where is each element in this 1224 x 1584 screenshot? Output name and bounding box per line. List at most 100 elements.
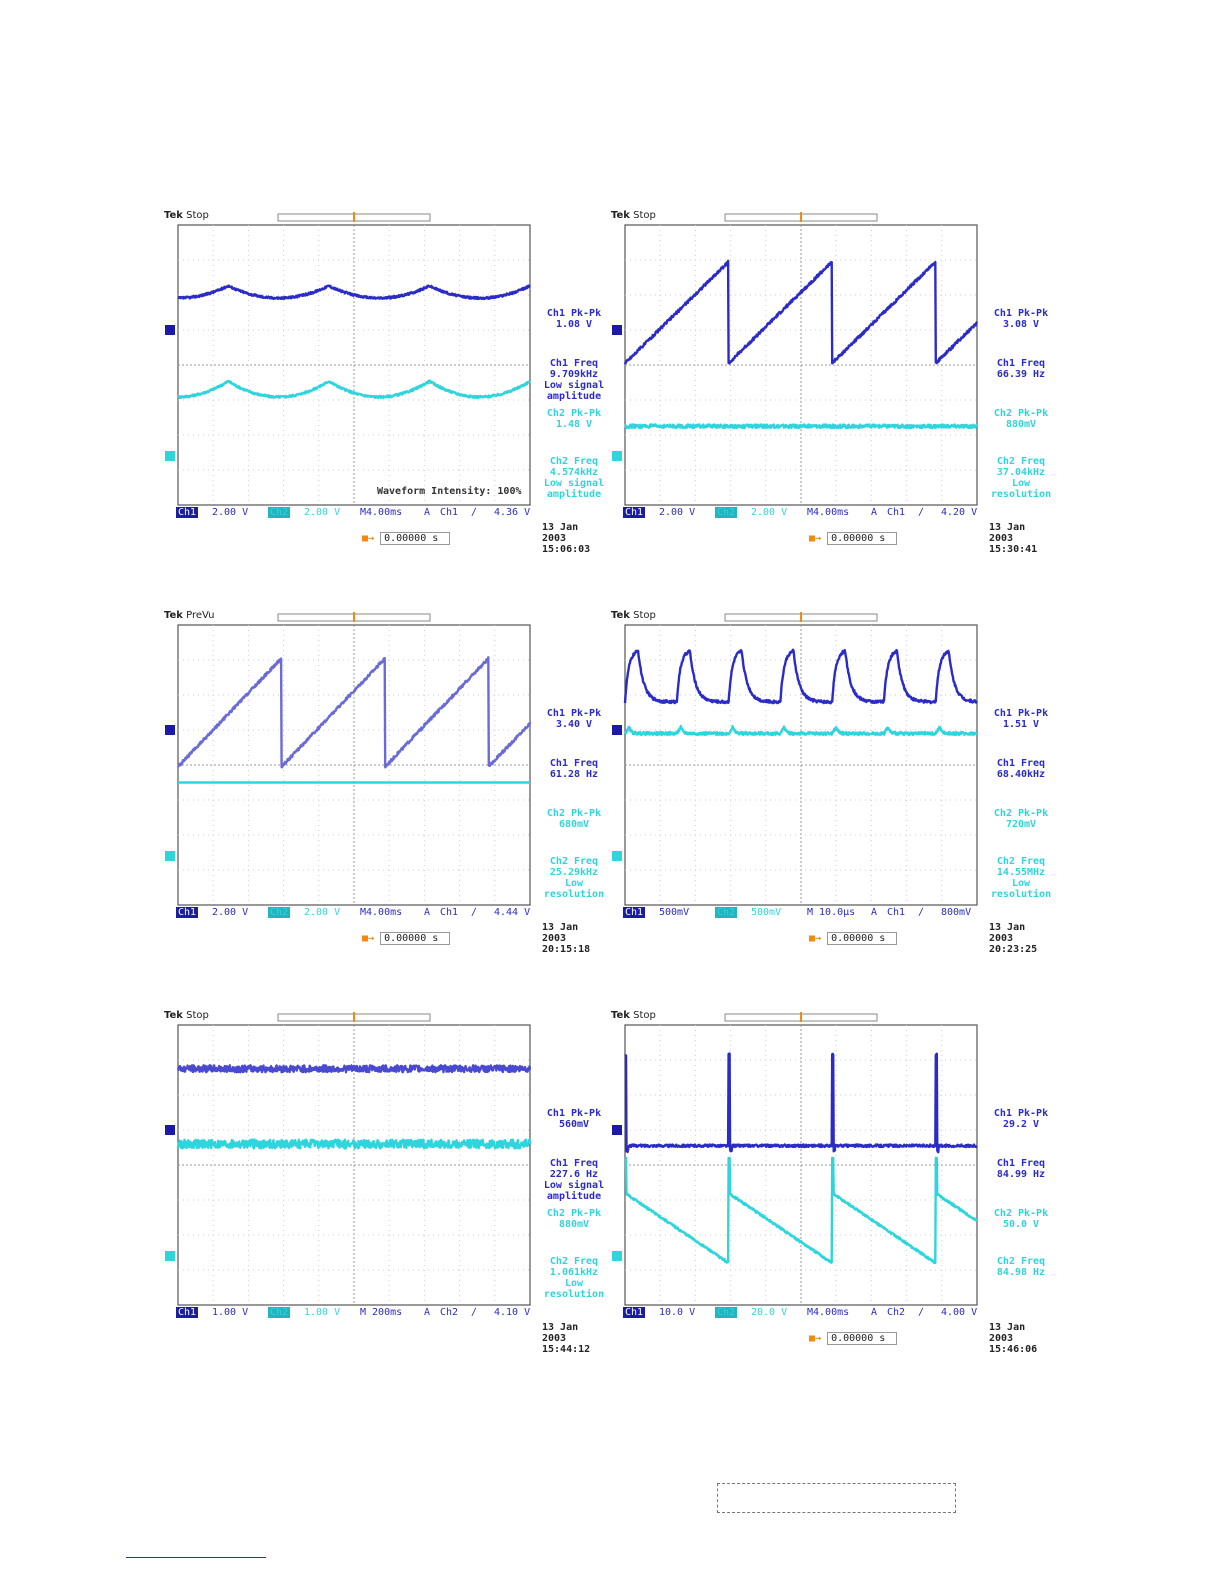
channel-marker-icon-ch2 (165, 1251, 175, 1261)
ch1-freq-readout: Ch1 Freq 66.39 Hz (996, 358, 1046, 380)
trigger-delay-icon: ■→ (809, 533, 822, 544)
settings-trig-level: 4.00 V (941, 1307, 978, 1318)
capture-timestamp: 13 Jan 2003 20:15:18 (542, 922, 591, 955)
trigger-time-readout: ■→ 0.00000 s (809, 532, 898, 545)
settings-trig-slope: ∕ (918, 907, 925, 918)
ch2-pk-pk-readout: Ch2 Pk-Pk 720mV (993, 808, 1049, 830)
settings-ch2-scale: 500mV (751, 907, 782, 918)
waveform-ch2 (623, 724, 978, 737)
ch1-pk-pk-readout: Ch1 Pk-Pk 560mV (546, 1108, 602, 1130)
scope-screen (165, 212, 531, 506)
scope-screen (612, 212, 979, 506)
waveform-ch2 (176, 1138, 532, 1150)
capture-timestamp: 13 Jan 2003 15:06:03 (542, 522, 591, 555)
oscilloscope-capture-2: Tek Stop Ch1 Pk-Pk 3.08 V Ch1 Freq 66.39 H… (611, 210, 1051, 555)
settings-mode: A (871, 1307, 878, 1318)
settings-ch2-scale: 2.00 V (304, 907, 341, 918)
ch2-freq-readout: Ch2 Freq 84.98 Hz (996, 1256, 1046, 1278)
settings-ch1-scale: 1.00 V (212, 1307, 249, 1318)
acquisition-state: Stop (633, 610, 656, 621)
ch2-pk-pk-readout: Ch2 Pk-Pk 50.0 V (993, 1208, 1049, 1230)
settings-ch1-scale: 2.00 V (212, 907, 249, 918)
settings-time: M 10.0µs (807, 907, 856, 918)
ch2-freq-readout: Ch2 Freq 4.574kHz Low signal amplitude (543, 456, 605, 500)
tek-logo: Tek (611, 1010, 630, 1021)
ch1-freq-readout: Ch1 Freq 84.99 Hz (996, 1158, 1046, 1180)
scope-settings-bar: Ch1 2.00 V Ch2 2.00 V M4.00ms A Ch1 ∕ 4.20 V (623, 507, 979, 519)
oscilloscope-capture-3: Tek PreVu Ch1 Pk-Pk 3.40 V Ch1 Freq 61.28 … (164, 610, 605, 955)
trigger-time-value: 0.00000 s (827, 1332, 898, 1345)
tek-logo: Tek (164, 210, 183, 221)
waveform-ch1 (177, 284, 531, 301)
trigger-time-readout: ■→ 0.00000 s (362, 932, 451, 945)
settings-trig-level: 4.36 V (494, 507, 531, 518)
scope-settings-bar: Ch1 2.00 V Ch2 2.00 V M4.00ms A Ch1 ∕ 4.44 V (176, 907, 532, 919)
settings-mode: A (871, 907, 878, 918)
settings-trig-src: Ch1 (887, 507, 906, 518)
scope-settings-bar: Ch1 10.0 V Ch2 20.0 V M4.00ms A Ch2 ∕ 4.00 V (623, 1307, 979, 1319)
settings-trig-level: 4.10 V (494, 1307, 531, 1318)
trigger-time-readout: ■→ 0.00000 s (809, 932, 898, 945)
scope-screen (165, 1012, 532, 1306)
scope-status: Tek Stop (611, 210, 656, 221)
ch2-pk-pk-readout: Ch2 Pk-Pk 880mV (546, 1208, 602, 1230)
oscilloscope-capture-1: Tek Stop Ch1 Pk-Pk 1.08 V Ch1 Freq 9.709kH… (164, 210, 605, 555)
settings-ch1: Ch1 (623, 1307, 646, 1318)
scope-screen (612, 612, 978, 906)
settings-ch1: Ch1 (623, 907, 646, 918)
ch1-pk-pk-readout: Ch1 Pk-Pk 3.40 V (546, 708, 602, 730)
ch2-pk-pk-readout: Ch2 Pk-Pk 680mV (546, 808, 602, 830)
settings-trig-src: Ch1 (440, 507, 459, 518)
waveform-ch1 (624, 1052, 978, 1154)
scope-settings-bar: Ch1 1.00 V Ch2 1.00 V M 200ms A Ch2 ∕ 4.10 V (176, 1307, 532, 1319)
settings-trig-slope: ∕ (918, 507, 925, 518)
settings-ch2-scale: 2.00 V (751, 507, 788, 518)
ch1-freq-readout: Ch1 Freq 9.709kHz Low signal amplitude (543, 358, 605, 402)
settings-time: M4.00ms (807, 1307, 850, 1318)
settings-ch1: Ch1 (176, 907, 199, 918)
capture-timestamp: 13 Jan 2003 15:30:41 (989, 522, 1038, 555)
tek-logo: Tek (611, 610, 630, 621)
trigger-time-value: 0.00000 s (827, 532, 898, 545)
scope-status: Tek Stop (611, 1010, 656, 1021)
footer-page-box (717, 1483, 956, 1513)
acquisition-state: Stop (186, 210, 209, 221)
channel-marker-icon-ch2 (165, 851, 175, 861)
settings-trig-slope: ∕ (471, 907, 478, 918)
channel-marker-icon-ch2 (612, 1251, 622, 1261)
trigger-time-readout: ■→ 0.00000 s (809, 1332, 898, 1345)
settings-mode: A (424, 1307, 431, 1318)
waveform-ch2 (624, 423, 979, 430)
settings-trig-src: Ch1 (440, 907, 459, 918)
waveform-ch1 (176, 1064, 532, 1074)
ch1-pk-pk-readout: Ch1 Pk-Pk 1.08 V (546, 308, 602, 330)
ch2-freq-readout: Ch2 Freq 25.29kHz Low resolution (543, 856, 605, 900)
channel-marker-icon-ch1 (165, 725, 175, 735)
trigger-delay-icon: ■→ (809, 933, 822, 944)
ch1-pk-pk-readout: Ch1 Pk-Pk 3.08 V (993, 308, 1049, 330)
settings-ch1-scale: 10.0 V (659, 1307, 696, 1318)
channel-marker-icon-ch2 (612, 851, 622, 861)
settings-trig-slope: ∕ (471, 507, 478, 518)
settings-trig-slope: ∕ (471, 1307, 478, 1318)
settings-ch1-scale: 2.00 V (659, 507, 696, 518)
trigger-time-value: 0.00000 s (380, 532, 451, 545)
settings-mode: A (424, 907, 431, 918)
settings-ch2: Ch2 (268, 907, 291, 918)
trigger-time-readout: ■→ 0.00000 s (362, 532, 451, 545)
ch1-freq-readout: Ch1 Freq 61.28 Hz (549, 758, 599, 780)
ch1-pk-pk-readout: Ch1 Pk-Pk 29.2 V (993, 1108, 1049, 1130)
waveform-intensity-label: Waveform Intensity: 100% (377, 486, 522, 497)
settings-ch2: Ch2 (268, 507, 291, 518)
channel-marker-icon-ch1 (165, 1125, 175, 1135)
channel-marker-icon-ch2 (612, 451, 622, 461)
ch1-freq-readout: Ch1 Freq 227.6 Hz Low signal amplitude (543, 1158, 605, 1202)
channel-marker-icon-ch1 (612, 725, 622, 735)
footer-rule (126, 1557, 266, 1558)
settings-trig-src: Ch2 (440, 1307, 459, 1318)
capture-timestamp: 13 Jan 2003 15:46:06 (989, 1322, 1038, 1355)
settings-trig-level: 4.20 V (941, 507, 978, 518)
settings-time: M4.00ms (360, 907, 403, 918)
trigger-time-value: 0.00000 s (827, 932, 898, 945)
channel-marker-icon-ch1 (165, 325, 175, 335)
